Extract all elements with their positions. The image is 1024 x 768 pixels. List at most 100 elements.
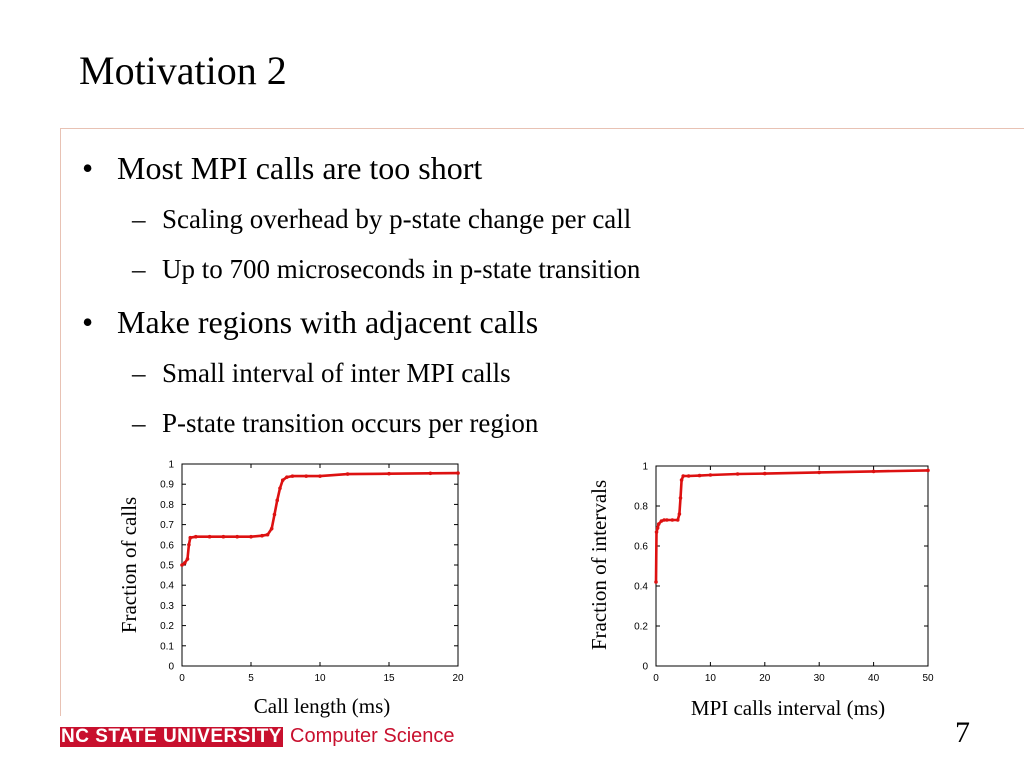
- sub-bullet-mark: –: [132, 204, 146, 234]
- data-point: [817, 470, 821, 475]
- x-axis-label: Call length (ms): [254, 694, 390, 718]
- y-tick-label: 0.8: [634, 502, 648, 513]
- y-tick-label: 0.9: [160, 480, 174, 491]
- frame-top-rule: [60, 128, 1024, 129]
- data-point: [665, 518, 669, 522]
- y-tick-label: 0.2: [634, 622, 648, 633]
- series-line: [181, 471, 459, 567]
- plot-frame: [181, 463, 459, 667]
- data-point: [275, 498, 280, 503]
- sub-bullet-mark: –: [132, 358, 146, 388]
- y-tick-label: 0.3: [160, 601, 174, 612]
- data-point: [686, 474, 691, 478]
- call-length-chart-svg: 0 5 10 15 20 0 0.1 0.2 0.3 0.4 0.5 0.6 0.7 0.8 0.9 1 Cal…: [117, 460, 464, 719]
- plot-frame: [655, 465, 929, 667]
- data-point: [187, 543, 191, 547]
- data-point: [269, 526, 274, 531]
- y-tick-label: 0.4: [160, 581, 174, 592]
- data-point: [697, 473, 702, 478]
- bullet-text: Most MPI calls are too short: [117, 150, 483, 186]
- data-point: [675, 518, 680, 522]
- data-point: [654, 530, 659, 534]
- data-point: [278, 486, 282, 491]
- y-tick-label: 0.8: [160, 500, 174, 511]
- bullet-mark: •: [82, 150, 94, 186]
- y-tick-label: 0.6: [634, 542, 648, 553]
- interval-chart: 0 10 20 30 40 50 0 0.2 0.4 0.6 0.8 1 MPI calls inter…: [580, 455, 940, 721]
- data-point: [318, 474, 322, 478]
- y-tick-label: 1: [642, 462, 648, 473]
- bullet-item: • Make regions with adjacent calls: [80, 302, 640, 342]
- y-axis-label: Fraction of intervals: [587, 480, 611, 650]
- data-point: [260, 533, 264, 538]
- y-tick-label: 0.2: [160, 621, 174, 632]
- bullet-text: Make regions with adjacent calls: [117, 304, 539, 340]
- series-line: [654, 469, 929, 583]
- sub-bullet-item: – Small interval of inter MPI calls: [80, 356, 640, 390]
- data-point: [280, 478, 285, 482]
- x-tick-label: 20: [452, 673, 464, 684]
- bullet-item: • Most MPI calls are too short: [80, 148, 640, 188]
- sub-bullet-text: Scaling overhead by p-state change per c…: [162, 204, 632, 234]
- data-point: [180, 563, 184, 567]
- x-tick-label: 15: [383, 673, 395, 684]
- page-number: 7: [955, 716, 970, 749]
- x-tick-label: 0: [179, 673, 185, 684]
- data-point: [207, 534, 212, 539]
- interval-chart-svg: 0 10 20 30 40 50 0 0.2 0.4 0.6 0.8 1 MPI calls inter…: [587, 462, 934, 721]
- data-point: [926, 468, 930, 473]
- sub-bullet-mark: –: [132, 408, 146, 438]
- frame-left-rule: [60, 128, 61, 716]
- y-tick-label: 0.5: [160, 561, 174, 572]
- data-point: [185, 557, 190, 561]
- x-tick-label: 20: [759, 673, 771, 684]
- y-tick-label: 0.4: [634, 582, 648, 593]
- x-tick-label: 30: [814, 673, 826, 684]
- slide-title: Motivation 2: [79, 48, 287, 93]
- bullet-mark: •: [82, 304, 94, 340]
- bullet-list: • Most MPI calls are too short – Scaling…: [80, 148, 640, 456]
- data-point: [290, 474, 295, 478]
- y-tick-label: 0.7: [160, 520, 174, 531]
- y-tick-label: 0.6: [160, 540, 174, 551]
- data-point: [194, 534, 198, 539]
- sub-bullet-mark: –: [132, 254, 146, 284]
- data-point: [221, 534, 226, 539]
- data-point: [285, 475, 289, 479]
- data-point: [235, 534, 239, 539]
- data-point: [182, 561, 187, 565]
- data-point: [678, 496, 683, 500]
- data-point: [681, 474, 685, 478]
- x-tick-label: 10: [314, 673, 326, 684]
- sub-bullet-text: P-state transition occurs per region: [162, 408, 539, 438]
- data-point: [188, 535, 193, 540]
- data-point: [659, 519, 664, 523]
- data-point: [428, 471, 433, 476]
- data-point: [656, 522, 661, 526]
- y-tick-label: 0: [642, 662, 648, 673]
- x-tick-label: 10: [705, 673, 717, 684]
- sub-bullet-text: Up to 700 microseconds in p-state transi…: [162, 254, 641, 284]
- data-point: [655, 526, 660, 530]
- y-tick-label: 0.1: [160, 641, 174, 652]
- y-tick-label: 0: [168, 662, 174, 673]
- data-point: [679, 478, 684, 482]
- x-tick-label: 0: [653, 673, 659, 684]
- x-tick-label: 40: [868, 673, 880, 684]
- data-point: [272, 512, 277, 517]
- sub-bullet-item: – P-state transition occurs per region: [80, 406, 640, 440]
- data-point: [456, 471, 460, 475]
- data-point: [871, 469, 876, 474]
- data-point: [763, 471, 767, 476]
- department-name: Computer Science: [290, 725, 455, 747]
- data-point: [265, 532, 270, 537]
- university-logo: NC STATE UNIVERSITY: [60, 726, 283, 747]
- data-point: [654, 580, 658, 584]
- call-length-chart: 0 5 10 15 20 0 0.1 0.2 0.3 0.4 0.5 0.6 0.7 0.8 0.9 1 Cal…: [110, 455, 470, 720]
- sub-bullet-text: Small interval of inter MPI calls: [162, 358, 511, 388]
- data-point: [677, 512, 682, 516]
- data-point: [249, 534, 253, 539]
- data-point: [304, 474, 308, 478]
- data-point: [345, 472, 350, 476]
- data-point: [670, 518, 675, 522]
